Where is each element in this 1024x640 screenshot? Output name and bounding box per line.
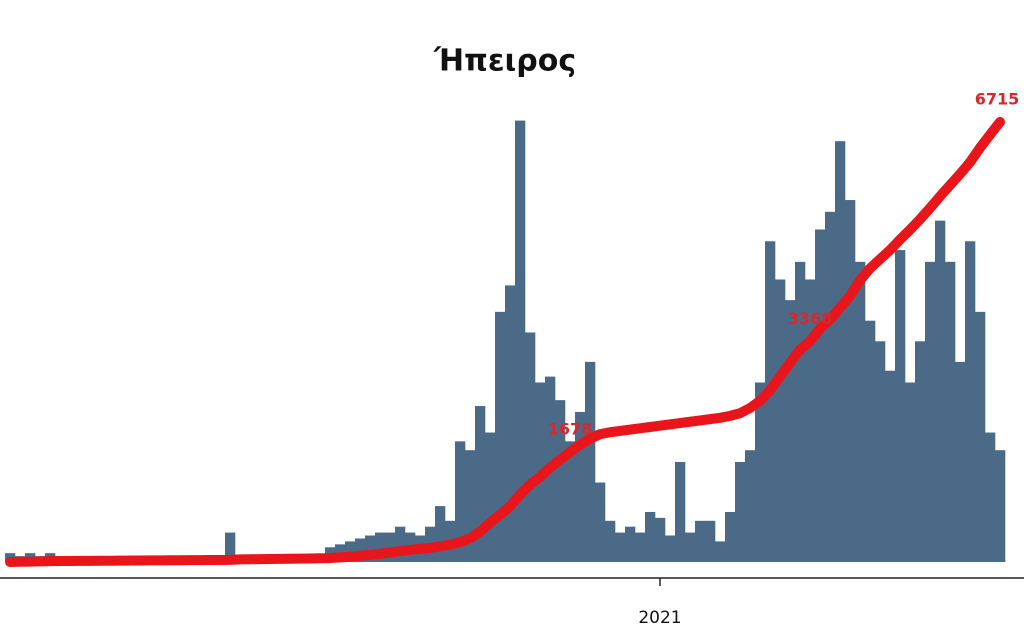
bar — [645, 511, 656, 562]
bar — [745, 450, 756, 562]
bar — [505, 285, 516, 562]
bar — [555, 400, 566, 562]
bar — [455, 441, 466, 562]
bar — [895, 250, 906, 563]
bar — [675, 461, 686, 562]
bar — [475, 406, 486, 562]
bar — [985, 432, 996, 562]
bar — [865, 320, 876, 562]
bar — [875, 341, 886, 562]
bar — [575, 411, 586, 562]
bar — [845, 200, 856, 562]
bar — [525, 332, 536, 562]
bar — [595, 482, 606, 562]
bar — [715, 541, 726, 562]
bar — [495, 311, 506, 562]
bar — [585, 361, 596, 562]
data-label: 1678 — [548, 420, 593, 439]
bar — [945, 261, 956, 562]
bar — [625, 526, 636, 562]
bar — [365, 535, 376, 562]
bar — [825, 211, 836, 562]
bar — [765, 241, 776, 562]
bar — [935, 220, 946, 562]
bar — [435, 506, 446, 562]
x-tick-label: 2021 — [638, 608, 681, 628]
bar — [515, 120, 526, 562]
bar — [925, 261, 936, 562]
bar — [355, 538, 366, 562]
bar — [975, 311, 986, 562]
bar — [615, 532, 626, 562]
bar — [225, 532, 236, 562]
bar — [725, 511, 736, 562]
chart-title: Ήπειρος — [433, 44, 576, 79]
bar — [485, 432, 496, 562]
bar — [465, 450, 476, 562]
data-label: 3368 — [788, 309, 833, 328]
bar — [885, 370, 896, 562]
bar — [795, 261, 806, 562]
bar — [775, 279, 786, 562]
line — [5, 116, 1005, 567]
bar — [785, 300, 796, 562]
data-label: 6715 — [975, 89, 1020, 108]
bar — [385, 532, 396, 562]
bar — [915, 341, 926, 562]
bar — [855, 261, 866, 562]
bar — [685, 532, 696, 562]
bar — [695, 520, 706, 562]
bar — [345, 541, 356, 562]
bar — [605, 520, 616, 562]
bar — [815, 229, 826, 562]
bar — [905, 382, 916, 562]
bar — [835, 141, 846, 562]
bar — [665, 535, 676, 562]
bar — [735, 461, 746, 562]
bar — [995, 450, 1006, 562]
bar — [565, 441, 576, 562]
bar — [955, 361, 966, 562]
bar — [965, 241, 976, 562]
bar — [705, 520, 716, 562]
bar — [755, 382, 766, 562]
bar — [395, 526, 406, 562]
bar — [655, 517, 666, 562]
bar — [375, 532, 386, 562]
bar — [635, 532, 646, 562]
bar — [805, 279, 816, 562]
